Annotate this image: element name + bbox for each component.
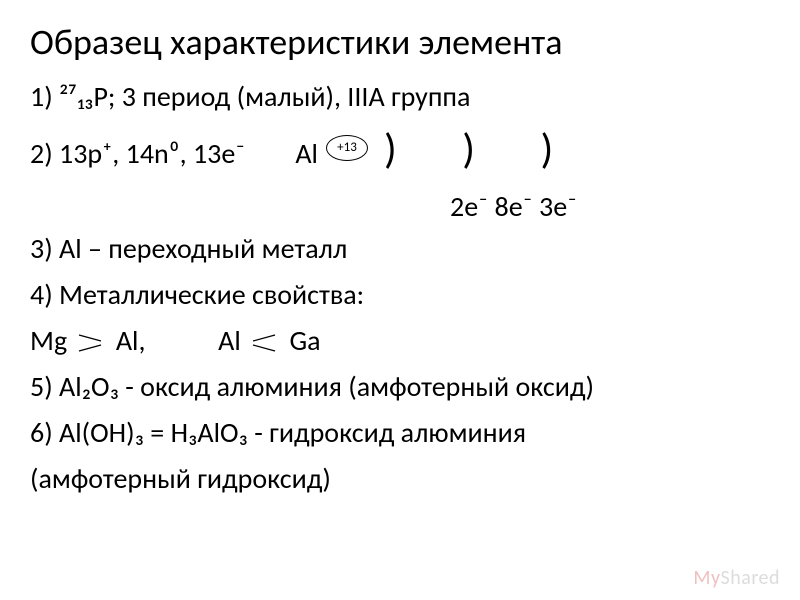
line1-prefix: 1) <box>30 79 59 114</box>
electron-shells: ) ) ) <box>384 118 581 181</box>
watermark-my: My <box>693 566 720 590</box>
line-3: 3) Al – переходный металл <box>30 228 770 270</box>
line1-rest: Р; 3 период (малый), IIIА группа <box>93 79 470 114</box>
slide-title: Образец характеристики элемента <box>30 20 770 64</box>
comparison-line: Mg Al, Al Ga <box>30 320 770 362</box>
watermark: MyShared <box>693 566 780 590</box>
watermark-shared: Shared <box>721 566 780 590</box>
line1-mass: ²⁷ <box>59 79 77 114</box>
line-1: 1) ²⁷₁₃Р; 3 период (малый), IIIА группа <box>30 76 770 118</box>
line2-symbol: Al <box>295 133 318 175</box>
line-5: 5) Al₂O₃ - оксид алюминия (амфотерный ок… <box>30 366 770 408</box>
compare-mg: Mg <box>30 323 67 358</box>
line-6a: 6) Al(OH)₃ = H₃AlO₃ - гидроксид алюминия <box>30 412 770 454</box>
compare-al1: Al, <box>116 323 146 358</box>
less-than-icon <box>251 331 279 355</box>
line-2: 2) 13р⁺, 14n⁰, 13е⁻ Al +13 ) ) ) <box>30 122 770 185</box>
line-6b: (амфотерный гидроксид) <box>30 458 770 500</box>
line1-num: ₁₃ <box>77 79 93 114</box>
greater-than-icon <box>77 331 105 355</box>
nucleus-charge-circle: +13 <box>326 135 368 161</box>
compare-al2: Al <box>218 323 241 358</box>
line-4: 4) Металлические свойства: <box>30 274 770 316</box>
line2-prefix: 2) 13р⁺, 14n⁰, 13е⁻ <box>30 133 245 175</box>
electron-config: 2е⁻ 8е⁻ 3е⁻ <box>450 189 770 224</box>
compare-ga: Ga <box>289 323 320 358</box>
